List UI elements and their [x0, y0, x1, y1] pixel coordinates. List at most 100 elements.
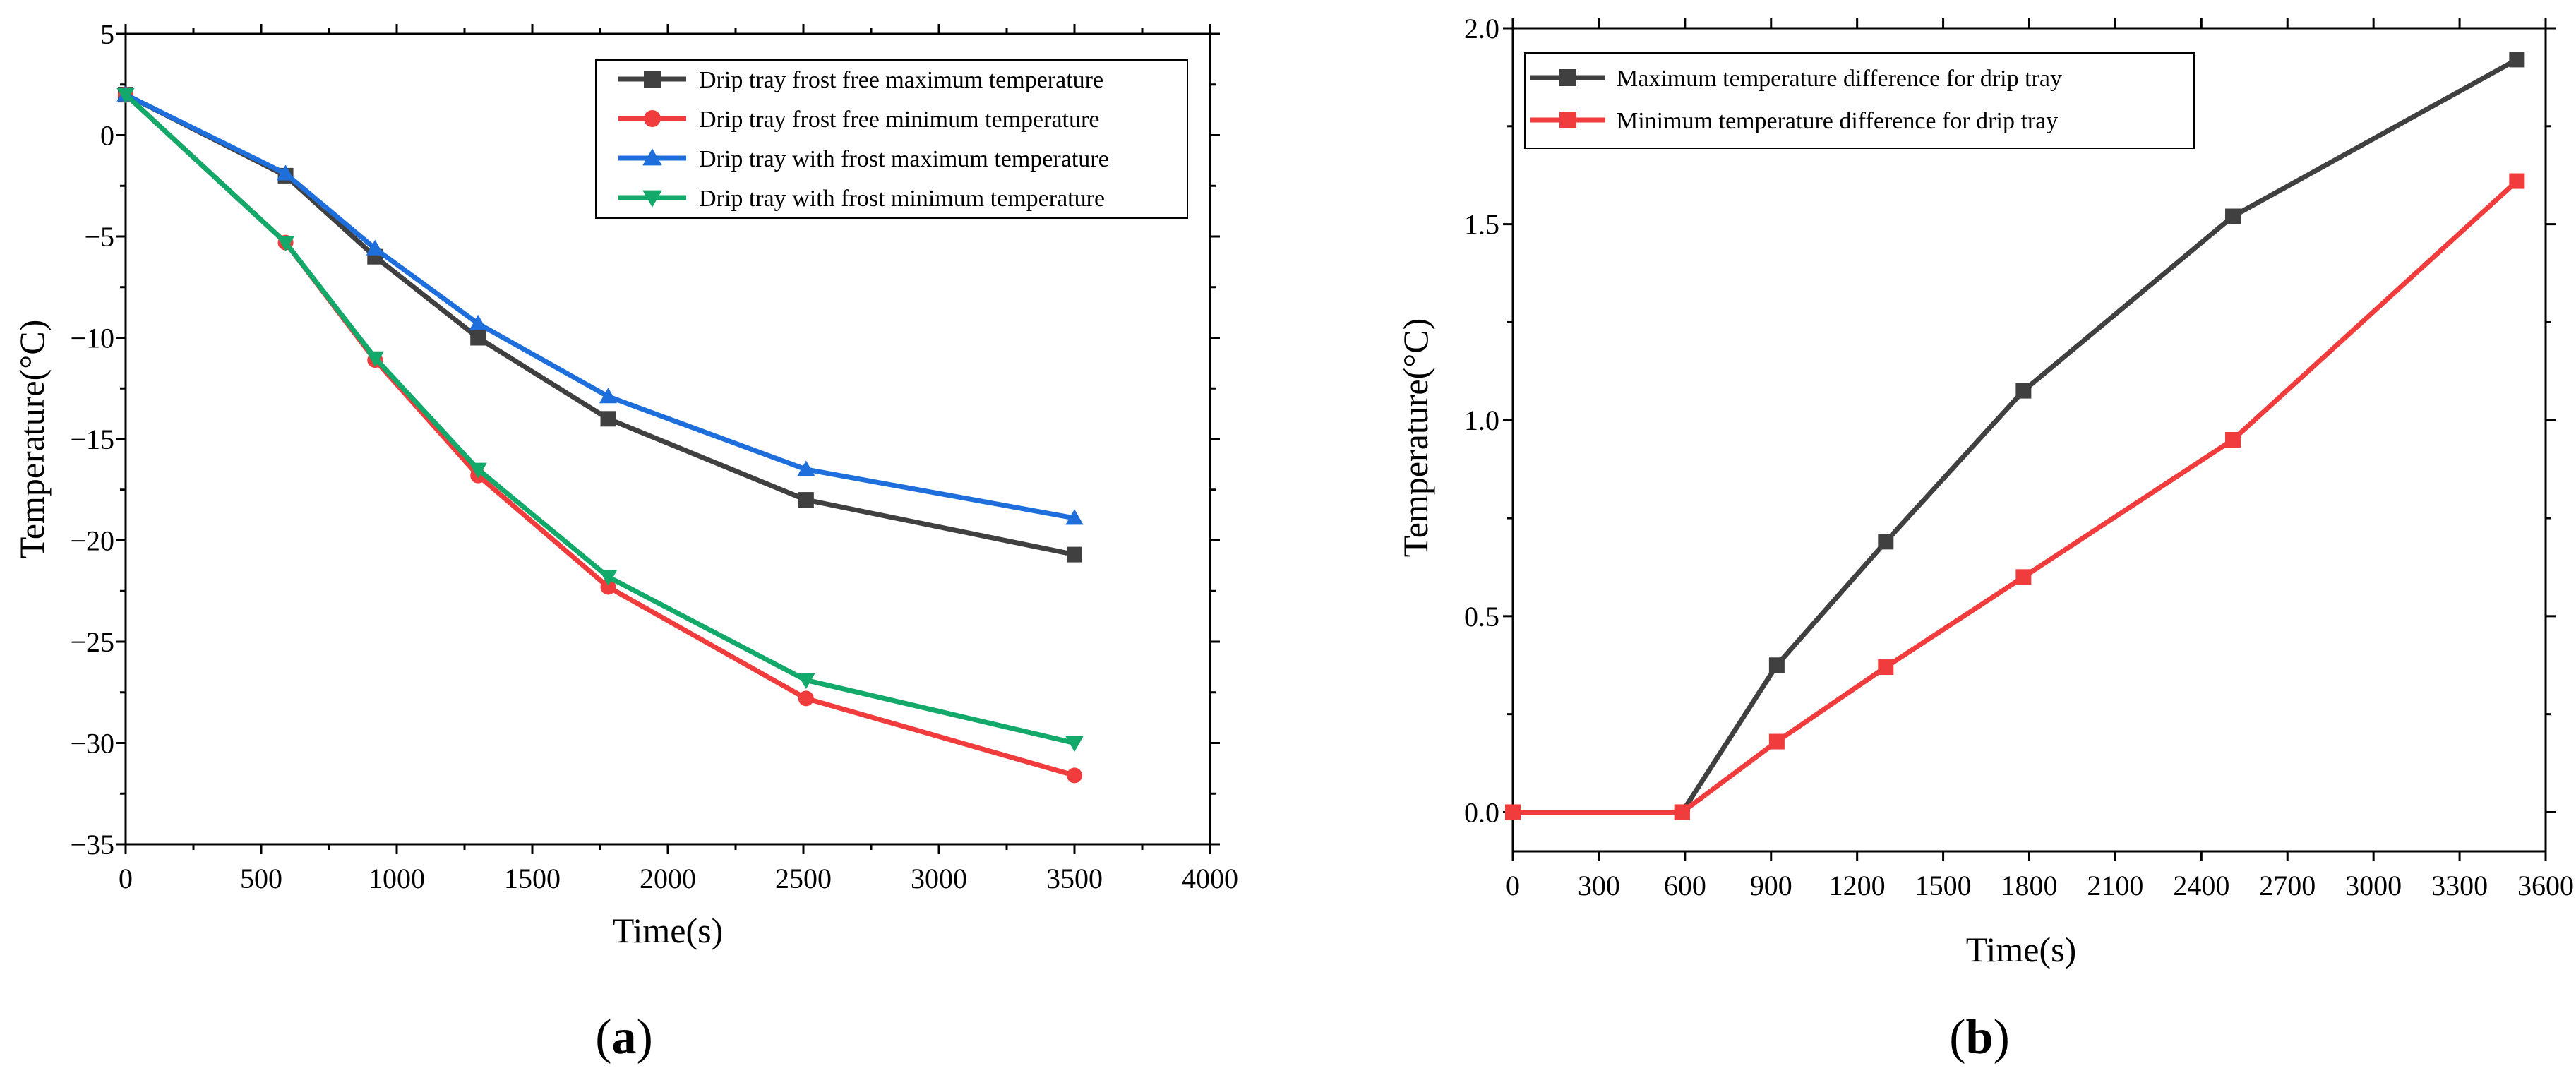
data-point: [1067, 546, 1082, 563]
panel-letter: a: [612, 1010, 637, 1065]
x-tick-label: 3000: [911, 863, 967, 894]
legend-marker: [1559, 112, 1576, 128]
data-point: [116, 88, 135, 104]
series-layer: [116, 85, 1084, 784]
data-point: [1768, 657, 1785, 673]
legend-marker: [642, 148, 662, 166]
data-point: [1067, 767, 1082, 784]
x-tick-label: 1500: [504, 863, 561, 894]
legend-frame: [595, 59, 1188, 219]
x-tick-label: 3300: [2431, 870, 2488, 901]
data-point: [798, 690, 814, 707]
x-tick-label: 300: [1578, 870, 1620, 901]
x-axis-title: Time(s): [613, 911, 724, 950]
legend-label: Drip tray with frost maximum temperature: [699, 146, 1109, 172]
y-tick-label: 5: [100, 18, 114, 50]
chart-panel-a: 0 500 1000 1500 2000 2500 3000 3500 4000 5 0 −5 −10…: [12, 18, 1238, 1065]
data-point: [366, 239, 384, 256]
x-tick-label: 1800: [2001, 870, 2058, 901]
y-axis-title: Temperature(°C): [12, 320, 52, 559]
data-point: [1065, 736, 1084, 753]
y-tick-label: 0: [100, 120, 114, 152]
y-tick-label: −35: [70, 829, 114, 861]
legend: Drip tray frost free maximum temperature…: [595, 59, 1188, 219]
legend-label: Maximum temperature difference for drip …: [1617, 66, 2062, 92]
y-tick-label: −10: [70, 323, 114, 354]
x-axis: 0 300 600 900 1200 1500 1800 2100 2400 2700 3000 33…: [1506, 18, 2574, 901]
data-point: [2015, 383, 2032, 399]
legend: Maximum temperature difference for drip …: [1524, 52, 2195, 149]
legend-label: Drip tray frost free maximum temperature: [699, 67, 1103, 93]
x-tick-label: 4000: [1182, 863, 1238, 894]
data-point: [2509, 173, 2525, 189]
x-tick-label: 1000: [369, 863, 425, 894]
series-line: [1513, 57, 2519, 815]
legend-label: Drip tray frost free minimum temperature: [699, 107, 1099, 133]
legend-marker: [1559, 69, 1576, 86]
x-tick-label: 2000: [640, 863, 696, 894]
data-point: [600, 579, 616, 595]
y-axis-title: Temperature(°C): [1396, 318, 1435, 558]
y-tick-label: 0.5: [1464, 601, 1499, 633]
data-point: [599, 388, 618, 404]
data-point: [1674, 804, 1690, 820]
y-tick-label: 0.0: [1464, 796, 1499, 828]
y-tick-label: −20: [70, 525, 114, 557]
y-tick-label: 1.5: [1464, 209, 1499, 241]
x-tick-label: 2700: [2259, 870, 2316, 901]
data-point: [366, 351, 384, 367]
y-tick-label: 1.0: [1464, 404, 1499, 436]
panel-caption-a: (a): [595, 1010, 653, 1065]
data-point: [599, 570, 618, 586]
data-point: [1505, 804, 1521, 820]
data-point: [469, 462, 487, 479]
y-tick-label: −15: [70, 424, 114, 455]
plot-frame: [1511, 27, 2547, 853]
data-point: [2509, 52, 2525, 68]
x-axis: 0 500 1000 1500 2000 2500 3000 3500 4000: [119, 24, 1238, 894]
data-point: [600, 411, 616, 427]
data-point: [797, 673, 815, 690]
data-point: [1878, 659, 1894, 676]
data-point: [1768, 733, 1785, 750]
x-tick-label: 1200: [1829, 870, 1886, 901]
panel-letter: b: [1966, 1010, 1994, 1065]
panel-caption-b: (b): [1949, 1010, 2010, 1065]
y-tick-label: −25: [70, 626, 114, 658]
legend-marker: [644, 71, 661, 88]
data-point: [798, 492, 814, 508]
legend-marker: [642, 190, 662, 208]
x-axis-title: Time(s): [1966, 930, 2077, 969]
y-tick-label: −5: [84, 221, 114, 253]
x-tick-label: 3600: [2517, 870, 2574, 901]
x-tick-label: 1500: [1915, 870, 1972, 901]
x-tick-label: 0: [1506, 870, 1520, 901]
data-point: [1065, 509, 1084, 525]
x-tick-label: 2100: [2087, 870, 2143, 901]
x-tick-label: 900: [1750, 870, 1792, 901]
series-layer: [1505, 52, 2525, 820]
x-tick-label: 3000: [2345, 870, 2402, 901]
chart-panel-b: 0 300 600 900 1200 1500 1800 2100 2400 2700 3000 33…: [1396, 13, 2574, 1065]
x-tick-label: 2400: [2173, 870, 2229, 901]
data-point: [469, 314, 487, 330]
y-axis: 5 0 −5 −10 −15 −20 −25 −30 −35: [70, 18, 1220, 861]
data-point: [276, 236, 295, 252]
x-tick-label: 2500: [775, 863, 832, 894]
x-tick-label: 0: [119, 863, 133, 894]
x-tick-label: 600: [1664, 870, 1706, 901]
data-point: [2225, 432, 2241, 448]
legend-frame: [1524, 52, 2195, 149]
data-point: [2015, 569, 2032, 585]
legend-label: Minimum temperature difference for drip …: [1617, 108, 2058, 134]
data-point: [1878, 534, 1894, 550]
series-line: [1513, 179, 2519, 815]
y-tick-label: 2.0: [1464, 13, 1499, 44]
y-tick-label: −30: [70, 728, 114, 760]
x-tick-label: 3500: [1046, 863, 1103, 894]
legend-label: Drip tray with frost minimum temperature: [699, 186, 1105, 212]
legend-marker: [644, 110, 661, 127]
data-point: [797, 460, 815, 476]
x-tick-label: 500: [240, 863, 282, 894]
